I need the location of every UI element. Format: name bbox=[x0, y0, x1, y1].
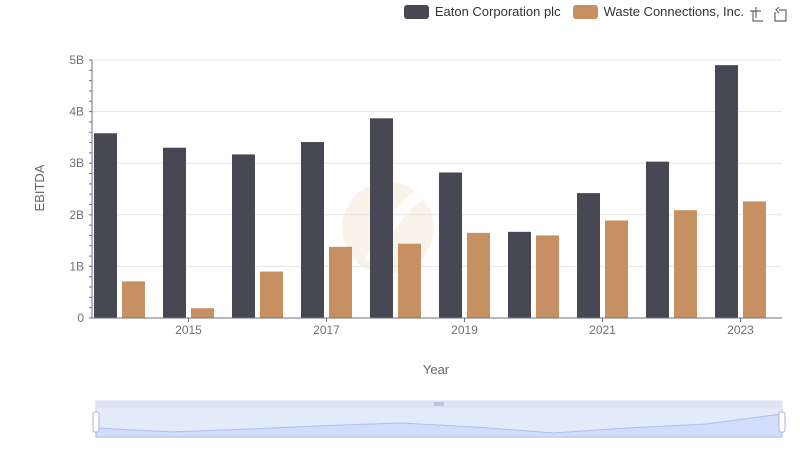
y-tick-label: 2B bbox=[69, 208, 84, 222]
bar-waste-connections-2020[interactable] bbox=[536, 235, 559, 318]
data-zoom-handle-left[interactable] bbox=[92, 411, 100, 433]
toolbox bbox=[748, 6, 788, 22]
legend-item-eaton[interactable]: Eaton Corporation plc bbox=[403, 4, 561, 19]
bar-eaton-2016[interactable] bbox=[232, 154, 255, 318]
bar-eaton-2021[interactable] bbox=[577, 193, 600, 318]
restore-icon[interactable] bbox=[772, 6, 788, 22]
y-tick-label: 3B bbox=[69, 156, 84, 170]
x-tick-label: 2017 bbox=[313, 323, 340, 337]
legend-swatch-waste-connections bbox=[572, 4, 598, 19]
bar-waste-connections-2022[interactable] bbox=[674, 210, 697, 318]
x-tick-label: 2021 bbox=[589, 323, 616, 337]
data-zoom-move-handle[interactable] bbox=[434, 402, 444, 406]
bar-eaton-2022[interactable] bbox=[646, 161, 669, 318]
data-zoom-handle-right[interactable] bbox=[778, 411, 786, 433]
x-axis-label: Year bbox=[423, 362, 450, 377]
legend-label-waste-connections: Waste Connections, Inc. bbox=[603, 4, 744, 19]
bar-waste-connections-2017[interactable] bbox=[329, 246, 352, 318]
data-zoom-preview-area bbox=[95, 413, 783, 438]
bar-waste-connections-2016[interactable] bbox=[260, 271, 283, 318]
y-axis: 0 1B 2B 3B 4B 5B bbox=[69, 53, 93, 325]
bar-eaton-2023[interactable] bbox=[715, 65, 738, 318]
bar-eaton-2015[interactable] bbox=[163, 147, 186, 318]
y-axis-label: EBITDA bbox=[32, 164, 47, 211]
x-axis: 2015 2017 2019 2021 2023 bbox=[92, 317, 782, 337]
bar-waste-connections-2023[interactable] bbox=[743, 201, 766, 318]
data-zoom-slider[interactable] bbox=[92, 400, 786, 438]
legend-item-waste-connections[interactable]: Waste Connections, Inc. bbox=[572, 4, 744, 19]
y-tick-label: 0 bbox=[77, 311, 84, 325]
x-tick-label: 2019 bbox=[451, 323, 478, 337]
legend-label-eaton: Eaton Corporation plc bbox=[434, 4, 561, 19]
bar-eaton-2014[interactable] bbox=[94, 133, 117, 318]
bar-waste-connections-2018[interactable] bbox=[398, 243, 421, 318]
bar-eaton-2018[interactable] bbox=[370, 118, 393, 318]
x-tick-label: 2023 bbox=[727, 323, 754, 337]
bar-waste-connections-2015[interactable] bbox=[191, 308, 214, 318]
y-tick-label: 4B bbox=[69, 105, 84, 119]
y-tick-label: 1B bbox=[69, 259, 84, 273]
bar-waste-connections-2014[interactable] bbox=[122, 281, 145, 318]
bar-waste-connections-2019[interactable] bbox=[467, 232, 490, 318]
x-tick-label: 2015 bbox=[175, 323, 202, 337]
legend: Eaton Corporation plc Waste Connections,… bbox=[403, 4, 744, 19]
legend-swatch-eaton bbox=[403, 4, 429, 19]
bar-waste-connections-2021[interactable] bbox=[605, 220, 628, 318]
zoom-icon[interactable] bbox=[748, 6, 764, 22]
bar-series bbox=[94, 65, 766, 318]
bar-eaton-2019[interactable] bbox=[439, 172, 462, 318]
bar-eaton-2020[interactable] bbox=[508, 231, 531, 318]
y-tick-label: 5B bbox=[69, 53, 84, 67]
bar-eaton-2017[interactable] bbox=[301, 142, 324, 318]
